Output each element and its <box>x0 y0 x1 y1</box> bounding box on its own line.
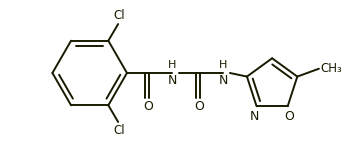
Text: N: N <box>218 74 228 87</box>
Text: H: H <box>168 60 176 70</box>
Text: Cl: Cl <box>113 124 125 137</box>
Text: O: O <box>195 100 205 113</box>
Text: O: O <box>144 100 153 113</box>
Text: Cl: Cl <box>113 9 125 22</box>
Text: CH₃: CH₃ <box>321 62 342 75</box>
Text: N: N <box>168 74 177 87</box>
Text: O: O <box>285 110 295 123</box>
Text: N: N <box>250 110 259 123</box>
Text: H: H <box>219 60 227 70</box>
